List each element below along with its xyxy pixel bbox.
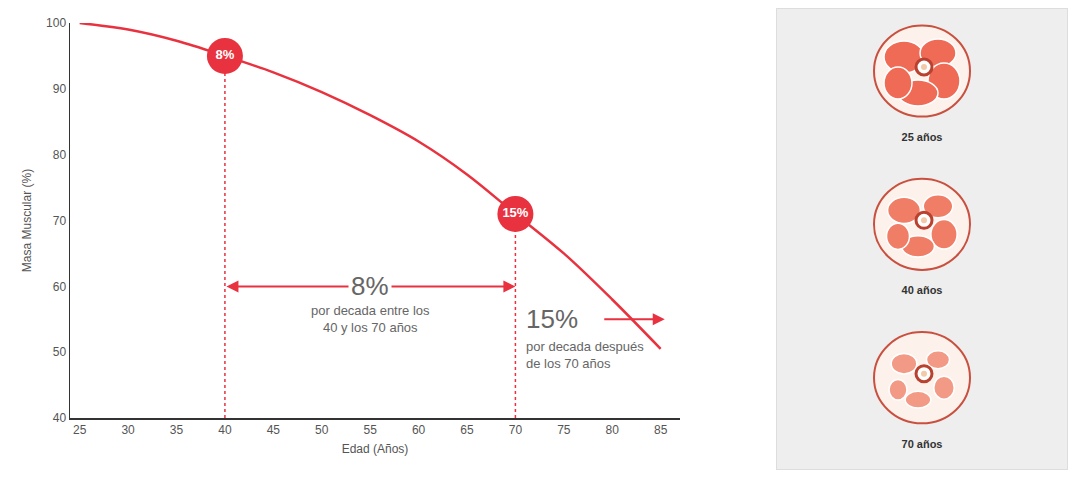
svg-text:50: 50 xyxy=(315,423,329,437)
svg-text:por decada entre los40 y los 7: por decada entre los40 y los 70 años xyxy=(311,303,430,335)
svg-text:30: 30 xyxy=(121,423,135,437)
svg-text:70: 70 xyxy=(53,214,67,228)
svg-text:Edad (Años): Edad (Años) xyxy=(342,442,409,456)
svg-text:25 años: 25 años xyxy=(902,131,943,143)
svg-text:60: 60 xyxy=(412,423,426,437)
svg-text:25: 25 xyxy=(73,423,87,437)
svg-text:100: 100 xyxy=(46,16,66,30)
svg-text:75: 75 xyxy=(557,423,571,437)
svg-text:por decada despuésde los 70 añ: por decada despuésde los 70 años xyxy=(526,339,644,371)
svg-text:80: 80 xyxy=(606,423,620,437)
svg-text:8%: 8% xyxy=(351,271,389,301)
svg-text:8%: 8% xyxy=(216,47,235,62)
svg-text:85: 85 xyxy=(654,423,668,437)
svg-text:35: 35 xyxy=(170,423,184,437)
svg-text:15%: 15% xyxy=(502,205,528,220)
svg-text:40: 40 xyxy=(218,423,232,437)
svg-text:45: 45 xyxy=(267,423,281,437)
svg-text:50: 50 xyxy=(53,345,67,359)
svg-text:80: 80 xyxy=(53,148,67,162)
svg-text:70: 70 xyxy=(509,423,523,437)
svg-text:Masa Muscular (%): Masa Muscular (%) xyxy=(20,169,34,272)
svg-text:40: 40 xyxy=(53,411,67,425)
svg-text:90: 90 xyxy=(53,82,67,96)
svg-text:65: 65 xyxy=(460,423,474,437)
svg-text:55: 55 xyxy=(363,423,377,437)
svg-text:70 años: 70 años xyxy=(902,438,943,450)
svg-text:60: 60 xyxy=(53,280,67,294)
svg-text:15%: 15% xyxy=(526,304,578,334)
svg-text:40 años: 40 años xyxy=(902,284,943,296)
